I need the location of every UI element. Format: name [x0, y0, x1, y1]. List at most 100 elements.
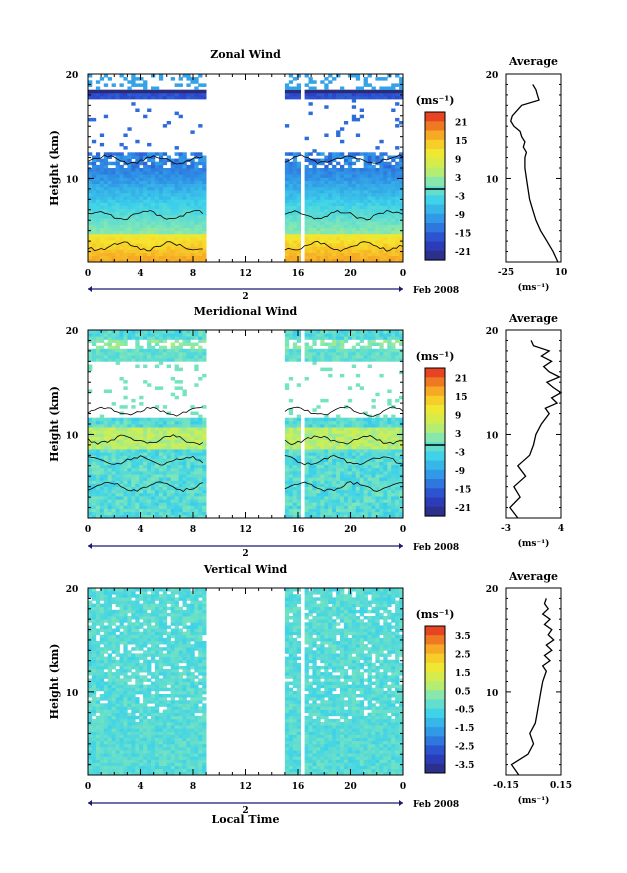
heatmap-cell — [198, 183, 203, 188]
heatmap-cell — [178, 215, 183, 219]
heatmap-cell — [95, 258, 101, 263]
heatmap-cell — [123, 227, 128, 231]
heatmap-cell — [288, 502, 294, 506]
heatmap-cell — [351, 183, 357, 188]
heatmap-cell — [375, 183, 380, 188]
heatmap-cell — [292, 155, 298, 159]
heatmap-cell — [111, 339, 116, 343]
heatmap-cell — [387, 508, 392, 513]
heatmap-cell — [202, 196, 207, 200]
heatmap-cell — [99, 164, 105, 169]
heatmap-cell — [284, 233, 290, 238]
heatmap-cell — [351, 449, 357, 453]
heatmap-cell — [182, 89, 187, 94]
heatmap-cell — [95, 442, 101, 447]
heatmap-cell — [115, 161, 120, 166]
heatmap-cell — [312, 430, 317, 434]
heatmap-cell — [340, 236, 345, 241]
heatmap-cell — [127, 186, 132, 191]
heatmap-cell — [186, 333, 191, 337]
heatmap-cell — [194, 240, 199, 244]
heatmap-cell — [359, 221, 364, 225]
heatmap-cell — [351, 252, 357, 257]
heatmap-cell — [375, 424, 380, 428]
heatmap-cell — [190, 345, 195, 350]
heatmap-cell — [115, 333, 120, 337]
heatmap-cell — [296, 74, 301, 78]
heatmap-cell — [308, 492, 313, 497]
heatmap-cell — [340, 445, 345, 450]
heatmap-cell — [288, 215, 294, 219]
heatmap-cell — [375, 514, 380, 519]
heatmap-cell — [99, 452, 105, 456]
heatmap-cell — [151, 252, 156, 257]
heatmap-cell — [355, 74, 361, 78]
heatmap-cell — [162, 452, 168, 456]
heatmap-cell — [95, 218, 101, 222]
heatmap-cell — [154, 236, 160, 241]
heatmap-cell — [115, 464, 120, 469]
heatmap-cell — [375, 208, 380, 213]
heatmap-cell — [198, 202, 203, 206]
heatmap-cell — [320, 420, 325, 425]
heatmap-cell — [111, 249, 116, 253]
heatmap-cell — [135, 345, 140, 350]
heatmap-cell — [178, 89, 183, 94]
heatmap-cell — [359, 330, 364, 334]
heatmap-cell — [316, 218, 321, 222]
heatmap-cell — [312, 408, 317, 412]
heatmap-cell — [359, 211, 364, 216]
heatmap-cell — [186, 89, 191, 94]
heatmap-cell — [174, 471, 179, 475]
heatmap-cell — [186, 492, 191, 497]
heatmap-cell — [107, 186, 112, 191]
heatmap-cell — [158, 258, 164, 263]
heatmap-cell — [119, 246, 124, 250]
heatmap-cell — [174, 196, 179, 200]
heatmap-cell — [131, 211, 136, 216]
heatmap-cell — [359, 86, 364, 90]
heatmap-cell — [399, 233, 404, 238]
heatmap-cell — [367, 474, 372, 478]
heatmap-cell — [139, 439, 144, 444]
heatmap-cell — [383, 355, 388, 359]
heatmap-cell — [139, 233, 144, 238]
heatmap-cell — [308, 243, 313, 247]
heatmap-cell — [371, 193, 376, 197]
heatmap-cell — [123, 433, 128, 437]
heatmap-cell — [151, 445, 156, 450]
heatmap-cell — [351, 496, 357, 500]
heatmap-cell — [288, 177, 294, 181]
heatmap-cell — [304, 180, 309, 184]
heatmap-cell — [347, 386, 353, 390]
heatmap-cell — [107, 477, 112, 481]
heatmap-cell — [154, 474, 160, 478]
heatmap-cell — [284, 449, 290, 453]
heatmap-cell — [324, 236, 329, 241]
heatmap-cell — [387, 230, 392, 235]
heatmap-cell — [316, 458, 321, 462]
heatmap-cell — [296, 348, 301, 353]
heatmap-cell — [340, 155, 345, 159]
heatmap-cell — [194, 80, 199, 84]
heatmap-cell — [194, 355, 199, 359]
heatmap-cell — [367, 430, 372, 434]
heatmap-cell — [91, 236, 97, 241]
heatmap-cell — [399, 342, 404, 346]
heatmap-cell — [328, 202, 333, 206]
heatmap-cell — [304, 480, 309, 484]
heatmap-cell — [324, 417, 329, 422]
heatmap-cell — [186, 77, 191, 81]
heatmap-cell — [135, 208, 140, 213]
heatmap-cell — [151, 417, 156, 422]
heatmap-cell — [347, 477, 353, 481]
heatmap-cell — [308, 505, 313, 509]
heatmap-cell — [170, 333, 175, 337]
heatmap-cell — [88, 499, 93, 503]
heatmap-cell — [343, 508, 349, 513]
heatmap-cell — [143, 474, 148, 478]
heatmap-cell — [292, 489, 298, 494]
heatmap-cell — [182, 483, 187, 487]
heatmap-cell — [324, 333, 329, 337]
heatmap-cell — [111, 227, 116, 231]
